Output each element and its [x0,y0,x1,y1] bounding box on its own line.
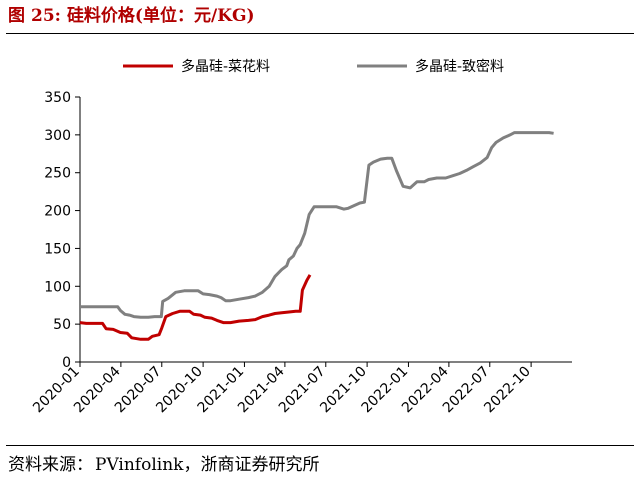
chart-title: 硅料价格(单位：元/KG) [66,6,255,26]
y-tick-label: 150 [44,241,71,257]
legend-label-2: 多晶硅-致密料 [415,58,504,75]
figure-title: 图 25: 硅料价格(单位：元/KG) [8,2,255,30]
series-line-1 [79,274,312,341]
y-tick-label: 250 [44,166,71,182]
axes: 0501001502002503003502020-012020-042020-… [30,90,572,416]
source-text: PVinfolink，浙商证券研究所 [95,455,320,475]
y-tick-label: 200 [44,204,71,220]
legend: 多晶硅-菜花料 多晶硅-致密料 [123,58,504,75]
bottom-rule [6,445,634,446]
y-tick-label: 350 [44,90,71,106]
y-tick-label: 100 [44,279,71,295]
legend-label-1: 多晶硅-菜花料 [181,58,270,75]
y-tick-label: 50 [53,317,71,333]
y-tick-label: 0 [62,355,71,371]
line-chart: 多晶硅-菜花料 多晶硅-致密料 0501001502002503003502020… [30,58,572,416]
series-line-2 [80,131,554,319]
top-rule [6,33,634,34]
y-tick-label: 300 [44,128,71,144]
source-prefix: 资料来源： [8,455,93,475]
source-note: 资料来源： PVinfolink，浙商证券研究所 [8,451,319,479]
figure-prefix: 图 [8,6,25,26]
series-layer [79,131,554,341]
figure-number: 25: [31,6,61,26]
